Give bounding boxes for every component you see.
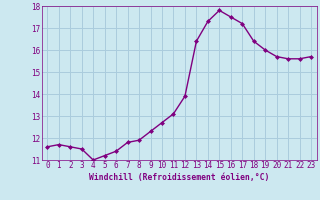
X-axis label: Windchill (Refroidissement éolien,°C): Windchill (Refroidissement éolien,°C) [89,173,269,182]
